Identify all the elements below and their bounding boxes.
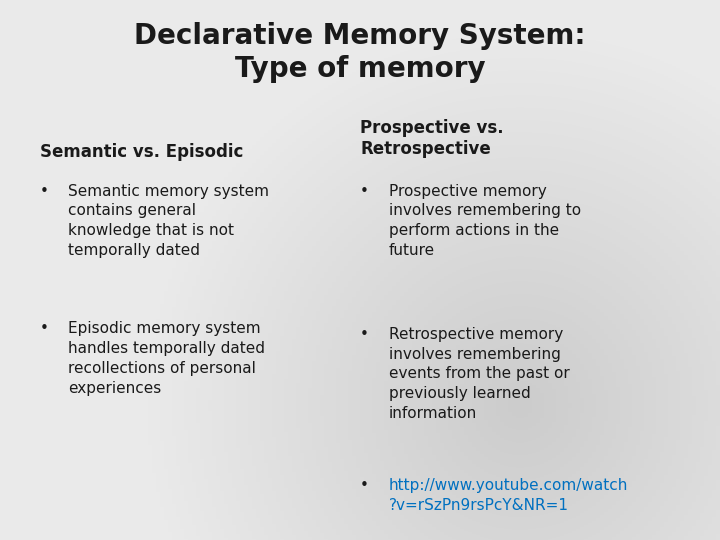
Text: •: • xyxy=(40,184,48,199)
Text: •: • xyxy=(360,478,369,493)
Text: Retrospective memory
involves remembering
events from the past or
previously lea: Retrospective memory involves rememberin… xyxy=(389,327,570,421)
Text: Semantic vs. Episodic: Semantic vs. Episodic xyxy=(40,143,243,161)
Text: Episodic memory system
handles temporally dated
recollections of personal
experi: Episodic memory system handles temporall… xyxy=(68,321,266,396)
Text: Semantic memory system
contains general
knowledge that is not
temporally dated: Semantic memory system contains general … xyxy=(68,184,269,258)
Text: Prospective memory
involves remembering to
perform actions in the
future: Prospective memory involves remembering … xyxy=(389,184,581,258)
Text: http://www.youtube.com/watch
?v=rSzPn9rsPcY&NR=1: http://www.youtube.com/watch ?v=rSzPn9rs… xyxy=(389,478,628,512)
Text: Declarative Memory System:
Type of memory: Declarative Memory System: Type of memor… xyxy=(134,22,586,83)
Text: •: • xyxy=(360,327,369,342)
Text: •: • xyxy=(40,321,48,336)
Text: Prospective vs.
Retrospective: Prospective vs. Retrospective xyxy=(360,119,503,158)
Text: •: • xyxy=(360,184,369,199)
